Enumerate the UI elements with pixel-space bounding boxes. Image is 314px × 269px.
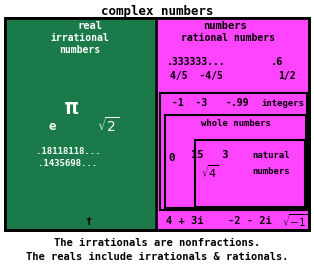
Text: natural: natural xyxy=(252,150,290,160)
Bar xyxy=(160,93,307,210)
Bar xyxy=(6,19,155,229)
Text: .6: .6 xyxy=(271,57,283,67)
Text: real: real xyxy=(78,21,102,31)
Text: The irrationals are nonfractions.: The irrationals are nonfractions. xyxy=(54,238,260,248)
Text: 4/5  -4/5: 4/5 -4/5 xyxy=(170,71,222,81)
Bar xyxy=(156,19,308,229)
Text: numbers: numbers xyxy=(59,45,100,55)
Text: .333333...: .333333... xyxy=(167,57,225,67)
Text: 1/2: 1/2 xyxy=(278,71,296,81)
Text: π: π xyxy=(65,98,79,118)
Text: $\sqrt{2}$: $\sqrt{2}$ xyxy=(97,116,119,136)
Text: $\sqrt{4}$: $\sqrt{4}$ xyxy=(201,164,219,180)
Text: rational numbers: rational numbers xyxy=(181,33,275,43)
Text: numbers: numbers xyxy=(203,21,247,31)
Text: -2 - 2i: -2 - 2i xyxy=(228,216,272,226)
Text: 15   3: 15 3 xyxy=(191,150,229,160)
Text: e: e xyxy=(48,121,56,133)
Text: complex numbers: complex numbers xyxy=(101,5,213,17)
Text: $\sqrt{-1}$: $\sqrt{-1}$ xyxy=(282,213,308,229)
Text: 0: 0 xyxy=(169,153,176,163)
Bar xyxy=(195,140,305,207)
Bar xyxy=(5,18,309,230)
Text: .1435698...: .1435698... xyxy=(38,160,98,168)
Text: ↑: ↑ xyxy=(84,214,92,228)
Text: -1  -3: -1 -3 xyxy=(172,98,207,108)
Text: whole numbers: whole numbers xyxy=(201,119,271,129)
Text: -.99: -.99 xyxy=(225,98,249,108)
Text: The reals include irrationals & rationals.: The reals include irrationals & rational… xyxy=(26,252,288,262)
Text: integers: integers xyxy=(262,98,305,108)
Text: numbers: numbers xyxy=(252,168,290,176)
Text: 4 + 3i: 4 + 3i xyxy=(166,216,204,226)
Text: .18118118...: .18118118... xyxy=(36,147,100,157)
Bar xyxy=(165,115,306,208)
Bar xyxy=(5,18,309,230)
Text: irrational: irrational xyxy=(51,33,109,43)
